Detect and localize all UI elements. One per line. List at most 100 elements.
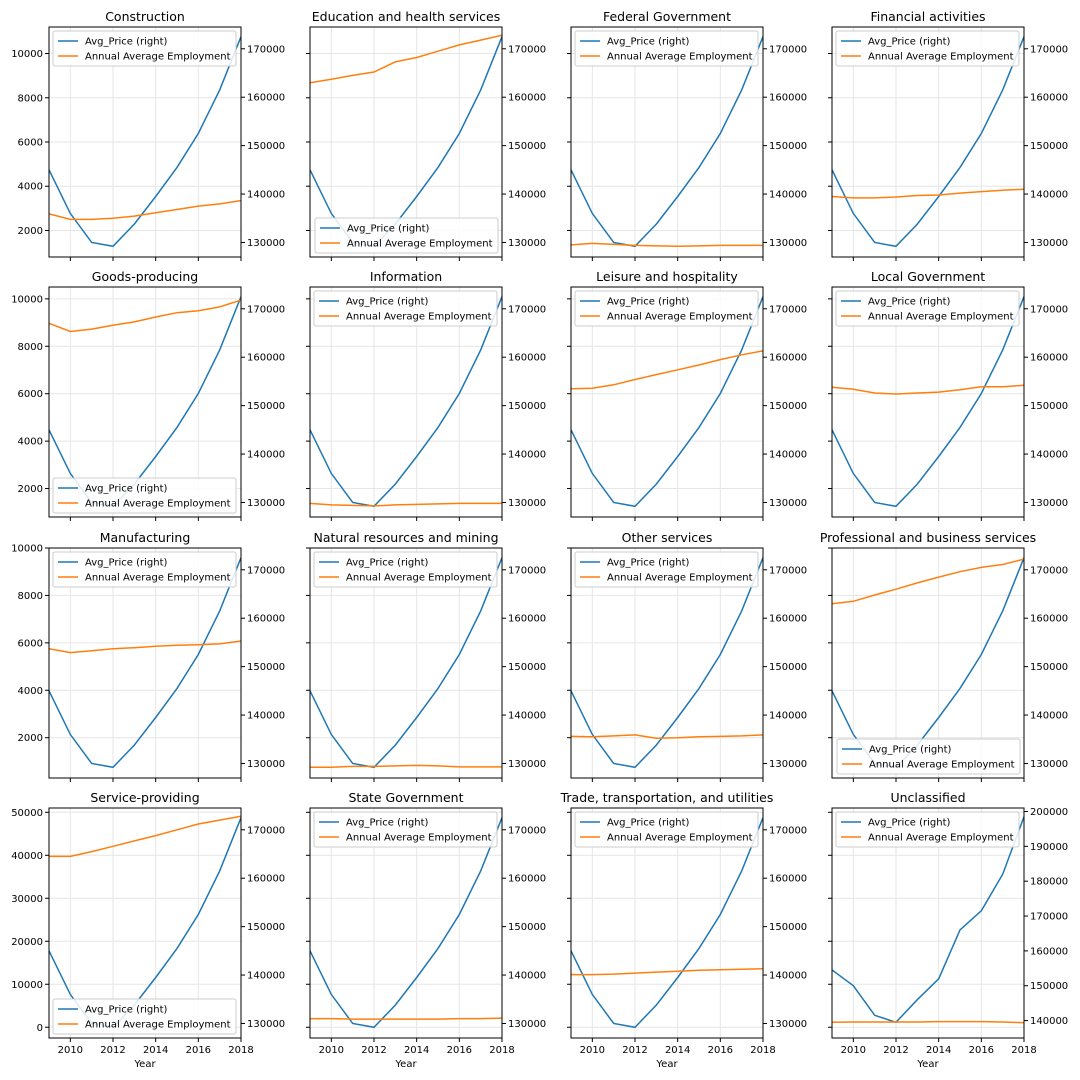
y-right-tick-label: 130000	[769, 759, 807, 770]
y-right-tick-label: 140000	[769, 971, 807, 982]
y-left-tick-label: 20000	[11, 937, 43, 948]
y-right-tick-label: 140000	[1030, 1016, 1068, 1027]
series-line-0	[571, 36, 763, 248]
axes-frame	[309, 807, 503, 1039]
y-left-tick-label: 2000	[18, 733, 43, 744]
x-tick-label: 2016	[708, 1045, 733, 1056]
y-right-tick-label: 150000	[769, 662, 807, 673]
subplot-title: Financial activities	[870, 9, 985, 24]
legend-label: Annual Average Employment	[607, 312, 753, 323]
y-right-tick-label: 200000	[1030, 807, 1068, 818]
legend-box	[835, 811, 1020, 848]
y-right-tick-label: 160000	[1030, 93, 1068, 104]
y-right-tick-label: 130000	[508, 498, 546, 509]
series-line-1	[310, 764, 502, 769]
y-left-tick-label: 50000	[11, 808, 43, 819]
series-line-1	[310, 1017, 502, 1020]
series-line-1	[310, 502, 502, 507]
y-right-tick-label: 150000	[247, 401, 285, 412]
legend: Avg_Price (right) Annual Average Employme…	[835, 811, 1020, 848]
x-tick-label: 2010	[319, 1045, 344, 1056]
y-right-tick-label: 150000	[769, 922, 807, 933]
y-right-tick-label: 140000	[508, 971, 546, 982]
axes-frame	[309, 26, 503, 258]
legend: Avg_Price (right) Annual Average Employme…	[313, 551, 498, 588]
legend-label: Annual Average Employment	[85, 499, 231, 510]
y-right-tick-label: 170000	[508, 304, 546, 315]
legend-label: Avg_Price (right)	[607, 37, 689, 48]
legend: Avg_Price (right) Annual Average Employme…	[574, 30, 759, 67]
axes-frame	[570, 547, 764, 779]
y-left-tick-label: 10000	[11, 294, 43, 305]
series-line-0	[49, 817, 241, 1029]
y-right-tick-label: 130000	[508, 238, 546, 249]
x-tick-label: 2012	[883, 1045, 908, 1056]
series-line-0	[571, 817, 763, 1029]
legend-box	[574, 290, 759, 327]
legend-box	[52, 30, 237, 67]
y-left-tick-label: 4000	[18, 437, 43, 448]
y-right-tick-label: 160000	[508, 353, 546, 364]
legend: Avg_Price (right) Annual Average Employme…	[835, 30, 1020, 67]
subplot-title: State Government	[348, 790, 463, 805]
subplot-title: Other services	[622, 530, 713, 545]
legend-label: Annual Average Employment	[346, 312, 492, 323]
x-tick-label: 2018	[1011, 1045, 1036, 1056]
y-right-tick-label: 140000	[1030, 450, 1068, 461]
y-right-tick-label: 130000	[508, 759, 546, 770]
y-right-tick-label: 160000	[769, 614, 807, 625]
axes-frame	[48, 286, 242, 518]
legend-label: Annual Average Employment	[607, 52, 753, 63]
y-right-tick-label: 190000	[1030, 842, 1068, 853]
subplot-9: Natural resources and mining 130000 140000…	[306, 530, 546, 782]
series-line-1	[571, 242, 763, 248]
subplot-0: Construction 2000 4000 6000 8000 10000 130000 1…	[11, 9, 285, 261]
y-right-tick-label: 160000	[247, 353, 285, 364]
legend-label: Annual Average Employment	[347, 239, 493, 250]
subplot-12: Service-providing 2010 2012 2014 2016 2018 Yea…	[11, 790, 285, 1070]
y-right-tick-label: 140000	[247, 190, 285, 201]
x-tick-label: 2016	[969, 1045, 994, 1056]
y-right-tick-label: 160000	[508, 874, 546, 885]
subplot-7: Local Government 130000 140000 150000 160000…	[828, 269, 1068, 521]
series-line-1	[832, 384, 1024, 395]
legend-box	[574, 811, 759, 848]
subplot-title: Local Government	[871, 269, 985, 284]
y-left-tick-label: 10000	[11, 49, 43, 60]
subplot-title: Education and health services	[312, 9, 501, 24]
y-left-tick-label: 4000	[18, 686, 43, 697]
y-left-tick-label: 30000	[11, 894, 43, 905]
legend-box	[574, 551, 759, 588]
legend-label: Avg_Price (right)	[85, 484, 167, 495]
y-right-tick-label: 130000	[247, 498, 285, 509]
subplot-6: Leisure and hospitality 130000 140000 15000…	[567, 269, 807, 521]
y-right-tick-label: 140000	[247, 971, 285, 982]
x-tick-label: 2012	[100, 1045, 125, 1056]
subplot-title: Service-providing	[90, 790, 199, 805]
series-line-1	[571, 734, 763, 740]
subplot-title: Professional and business services	[820, 530, 1036, 545]
series-line-0	[571, 296, 763, 508]
series-line-0	[49, 296, 241, 508]
y-right-tick-label: 140000	[769, 450, 807, 461]
y-left-tick-label: 0	[37, 1023, 43, 1034]
legend-label: Annual Average Employment	[85, 1020, 231, 1031]
legend-label: Annual Average Employment	[869, 760, 1015, 771]
legend-label: Annual Average Employment	[346, 833, 492, 844]
series-line-1	[49, 299, 241, 333]
y-left-tick-label: 2000	[18, 226, 43, 237]
subplot-4: Goods-producing 2000 4000 6000 8000 10000 1300…	[11, 269, 285, 521]
y-left-tick-label: 6000	[18, 638, 43, 649]
y-right-tick-label: 160000	[769, 93, 807, 104]
subplot-title: Federal Government	[603, 9, 731, 24]
legend-box	[313, 551, 498, 588]
legend-label: Avg_Price (right)	[868, 297, 950, 308]
series-line-1	[310, 34, 502, 84]
y-right-tick-label: 150000	[508, 401, 546, 412]
y-right-tick-label: 170000	[769, 44, 807, 55]
legend: Avg_Price (right) Annual Average Employme…	[313, 290, 498, 327]
legend-box	[835, 290, 1020, 327]
y-right-tick-label: 160000	[508, 614, 546, 625]
y-right-tick-label: 170000	[247, 304, 285, 315]
axes-frame	[48, 26, 242, 258]
